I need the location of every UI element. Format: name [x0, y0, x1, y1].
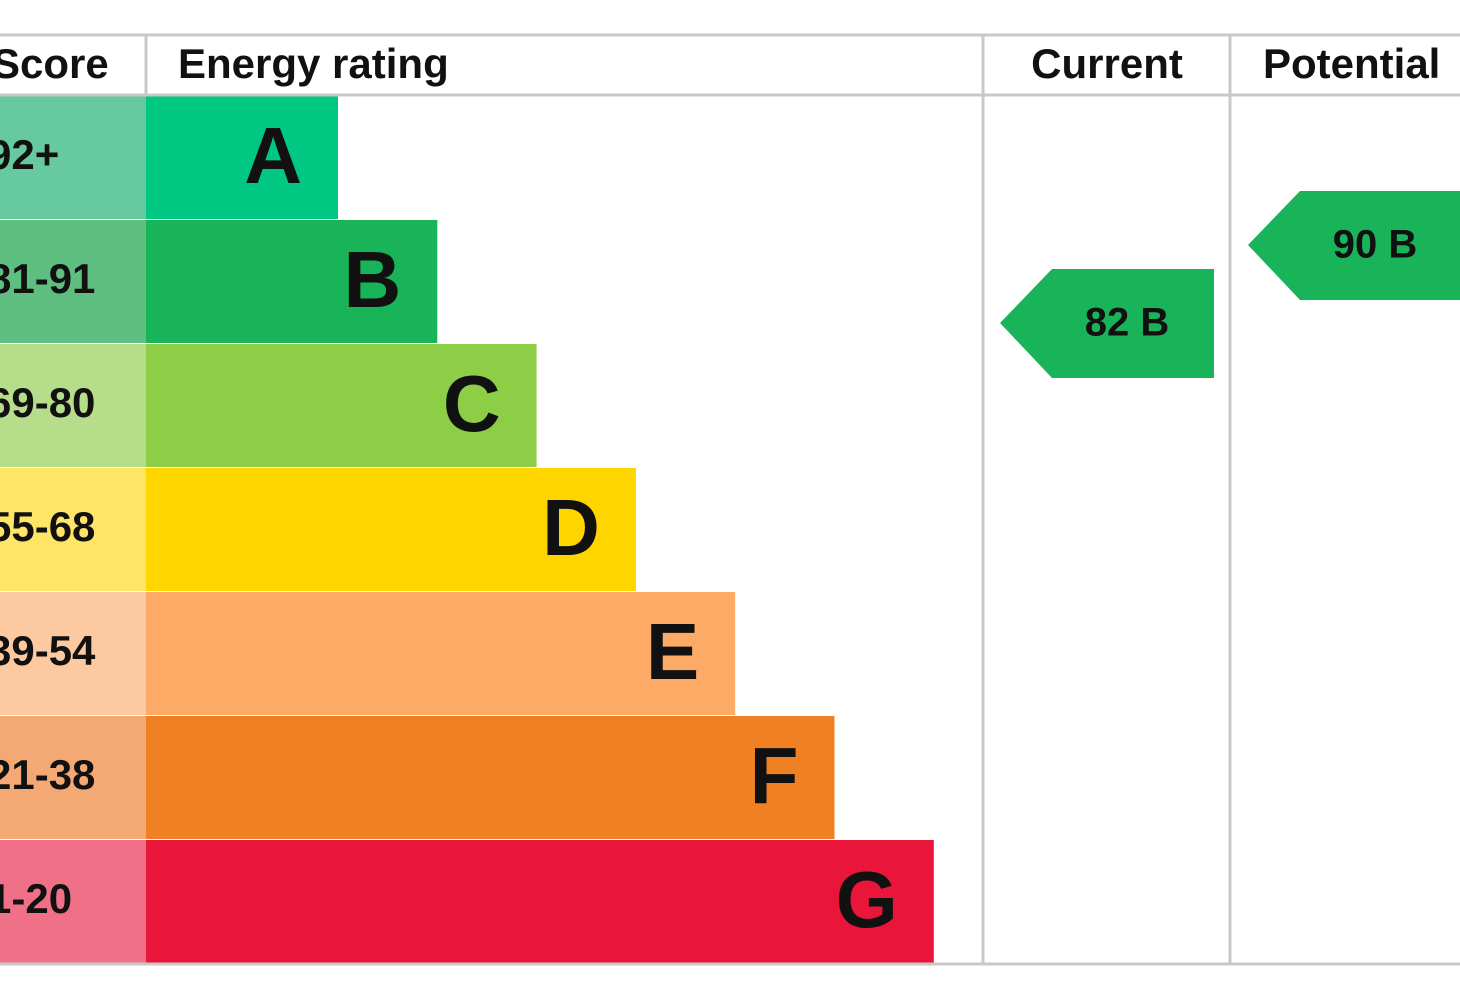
rating-letter: C	[443, 359, 501, 448]
current-label: 82 B	[1085, 301, 1170, 345]
rating-letter: G	[836, 855, 898, 944]
potential-label: 90 B	[1333, 223, 1418, 267]
score-cell	[0, 468, 146, 591]
rating-letter: A	[244, 111, 302, 200]
rating-bar	[146, 220, 438, 343]
potential-header: Potential	[1263, 40, 1440, 87]
current-header: Current	[1031, 40, 1183, 87]
score-range: 21-38	[0, 751, 95, 798]
score-range: 81-91	[0, 255, 95, 302]
rating-header: Energy rating	[178, 40, 449, 87]
score-range: 39-54	[0, 627, 96, 674]
score-header: Score	[0, 40, 109, 87]
rating-letter: B	[344, 235, 402, 324]
rating-bar	[146, 96, 338, 219]
rating-letter: F	[750, 731, 799, 820]
score-cell	[0, 220, 146, 343]
rating-bar	[146, 344, 537, 467]
current-arrow	[1000, 269, 1214, 378]
score-range: 1-20	[0, 875, 72, 922]
score-cell	[0, 344, 146, 467]
rating-bar	[146, 840, 934, 963]
rating-letter: E	[646, 607, 699, 696]
rating-bar	[146, 468, 636, 591]
rating-bar	[146, 716, 835, 839]
score-cell	[0, 716, 146, 839]
rating-bar	[146, 592, 736, 715]
score-range: 55-68	[0, 503, 95, 550]
rating-rows: 92+ A 81-91 B 69-80 C 55-68 D 39-54 E 21-38 F 1-20 G	[0, 96, 934, 963]
score-cell	[0, 840, 146, 963]
score-cell	[0, 592, 146, 715]
rating-letter: D	[542, 483, 600, 572]
potential-arrow	[1248, 191, 1460, 300]
score-cell	[0, 96, 146, 219]
score-range: 92+	[0, 131, 59, 178]
score-range: 69-80	[0, 379, 95, 426]
